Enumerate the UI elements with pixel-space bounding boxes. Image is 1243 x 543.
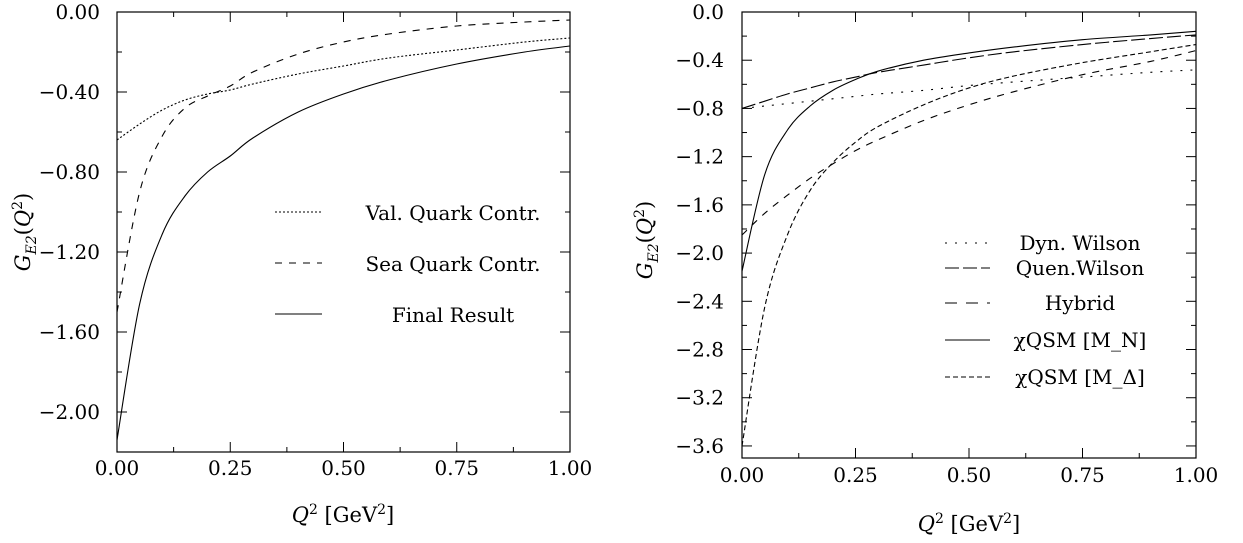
right-y-tick-label: −0.8 [675,96,724,120]
left-chart: 0.00 0.25 0.50 0.75 1.00 0.00 −0.40 −0.80 −1.20… [10,0,592,527]
right-series-line-3 [741,30,1197,272]
left-x-axis-label: Q2 [GeV2] [292,502,395,527]
left-y-tick-label: −0.40 [39,80,100,104]
right-legend-label-mn: χQSM [M_N] [1014,328,1147,352]
right-series-line-2 [741,50,1197,236]
right-y-tick-label: −3.2 [675,386,724,410]
left-series-line-0 [116,37,571,141]
left-legend: Val. Quark Contr. Sea Quark Contr. Final… [275,201,541,327]
left-x-ticks: 0.00 0.25 0.50 0.75 1.00 [95,12,593,480]
left-x-tick-label: 0.50 [321,456,366,480]
left-x-tick-label: 0.75 [434,456,479,480]
left-y-tick-label: −1.60 [39,320,100,344]
left-legend-label-final: Final Result [392,303,514,327]
right-y-axis-label: GE2(Q2) [632,201,662,279]
left-plot-frame [116,11,571,453]
right-legend: Dyn. Wilson Quen.Wilson Hybrid χQSM [M_N… [945,231,1146,389]
right-series-line-4 [741,44,1197,447]
right-y-tick-label: −2.4 [675,289,724,313]
left-legend-label-val: Val. Quark Contr. [365,201,541,225]
left-legend-label-sea: Sea Quark Contr. [365,252,540,276]
right-y-tick-label: −1.6 [675,193,724,217]
right-y-ticks: 0.0 −0.4 −0.8 −1.2 −1.6 −2.0 −2.4 −2.8 −3.2 −3.6 [675,0,1196,458]
right-x-axis-label: Q2 [GeV2] [918,511,1021,536]
left-series-line-1 [116,19,571,313]
left-y-tick-label: −0.80 [39,160,100,184]
left-y-tick-label: −2.00 [39,400,100,424]
right-y-tick-label: −0.4 [675,48,724,72]
right-legend-label-md: χQSM [M_Δ] [1015,365,1145,389]
right-x-tick-label: 1.00 [1174,463,1219,487]
left-y-tick-label: −1.20 [39,240,100,264]
right-series-line-0 [741,69,1197,109]
right-y-tick-label: −2.8 [675,338,724,362]
right-legend-label-dyn: Dyn. Wilson [1019,231,1140,255]
right-y-tick-label: 0.0 [692,0,724,24]
right-series-line-1 [741,34,1197,109]
left-x-tick-label: 0.00 [95,456,140,480]
right-legend-label-hybrid: Hybrid [1045,291,1116,315]
right-x-tick-label: 0.25 [833,463,878,487]
right-y-tick-label: −2.0 [675,241,724,265]
right-series-group [741,30,1197,447]
left-series-line-2 [116,45,571,441]
right-chart: 0.00 0.25 0.50 0.75 1.00 0.0 −0.4 −0.8 −1.2 −1.6… [632,0,1218,536]
left-series-group [116,19,571,441]
left-x-tick-label: 1.00 [548,456,593,480]
right-y-tick-label: −3.6 [675,434,724,458]
right-x-tick-label: 0.50 [947,463,992,487]
right-x-tick-label: 0.00 [720,463,765,487]
left-y-axis-label: GE2(Q2) [10,193,40,271]
right-x-ticks: 0.00 0.25 0.50 0.75 1.00 [720,12,1219,487]
left-y-ticks: 0.00 −0.40 −0.80 −1.20 −1.60 −2.00 [39,0,570,424]
right-y-tick-label: −1.2 [675,145,724,169]
left-x-tick-label: 0.25 [208,456,253,480]
left-y-tick-label: 0.00 [55,0,100,24]
right-legend-label-quen: Quen.Wilson [1016,256,1145,280]
right-x-tick-label: 0.75 [1060,463,1105,487]
